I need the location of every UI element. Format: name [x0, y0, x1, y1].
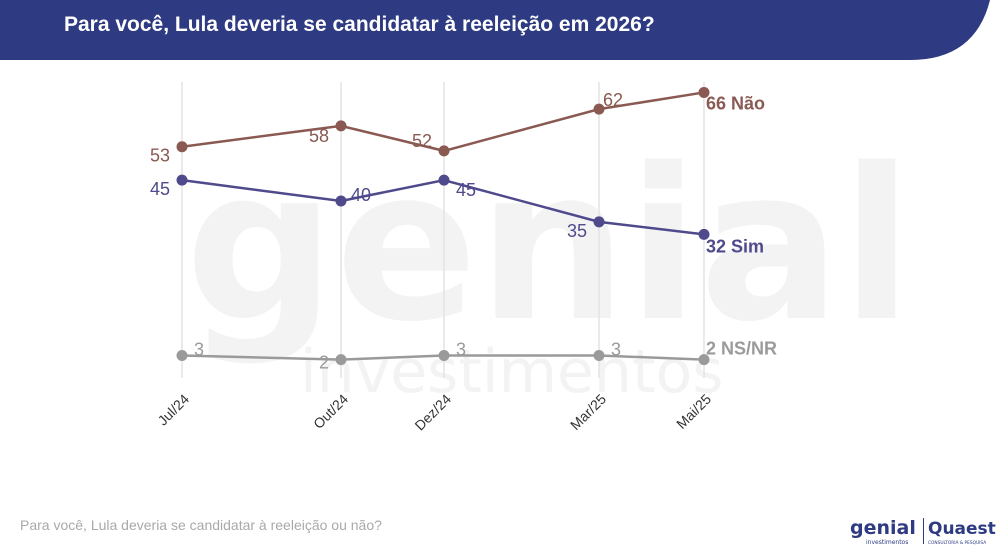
data-label: 2 — [319, 353, 329, 373]
series-end-label: 66 Não — [706, 93, 765, 113]
data-label: 53 — [150, 146, 170, 166]
data-point — [593, 216, 605, 228]
data-label: 3 — [611, 339, 621, 359]
series-layer: 53 58 52 62 66 Não 45 40 45 35 32 Sim 3 2 3 3 2 NS/NR — [150, 86, 777, 373]
data-point — [438, 174, 450, 186]
watermark-main: genial — [185, 123, 913, 368]
data-label: 3 — [456, 339, 466, 359]
page-title: Para você, Lula deveria se candidatar à … — [64, 13, 655, 36]
data-point — [176, 174, 188, 186]
data-point — [698, 228, 710, 240]
line-chart: genial investimentos 53 58 52 62 66 Não 45 40 4… — [150, 82, 913, 433]
data-point — [698, 354, 710, 366]
data-label: 45 — [456, 180, 476, 200]
quaest-logo-text: Quaest — [928, 519, 996, 539]
series-end-label: 32 Sim — [706, 236, 764, 256]
data-label: 62 — [603, 90, 623, 110]
data-point — [593, 349, 605, 361]
data-point — [176, 349, 188, 361]
series-end-label: 2 NS/NR — [706, 339, 777, 359]
data-label: 52 — [412, 131, 432, 151]
data-label: 45 — [150, 179, 170, 199]
data-point — [335, 195, 347, 207]
data-label: 58 — [309, 126, 329, 146]
genial-logo-sub: investimentos — [866, 539, 908, 546]
genial-logo-text: genial — [850, 517, 916, 539]
data-point — [176, 141, 188, 153]
data-point — [335, 120, 347, 132]
data-label: 3 — [194, 339, 204, 359]
data-point — [438, 349, 450, 361]
watermark: genial investimentos — [185, 123, 913, 407]
data-point — [593, 103, 605, 115]
brand-logos: genial investimentos Quaest CONSULTORIA … — [850, 517, 996, 546]
quaest-logo-sub: CONSULTORIA & PESQUISA — [928, 540, 986, 546]
data-point — [335, 354, 347, 366]
data-label: 35 — [567, 221, 587, 241]
data-point — [698, 86, 710, 98]
header-band — [0, 0, 990, 60]
data-point — [438, 145, 450, 157]
data-label: 40 — [351, 185, 371, 205]
footnote: Para você, Lula deveria se candidatar à … — [20, 517, 382, 533]
x-tick-label: Jul/24 — [154, 391, 192, 429]
logo-divider — [923, 518, 924, 544]
watermark-sub: investimentos — [300, 337, 723, 407]
